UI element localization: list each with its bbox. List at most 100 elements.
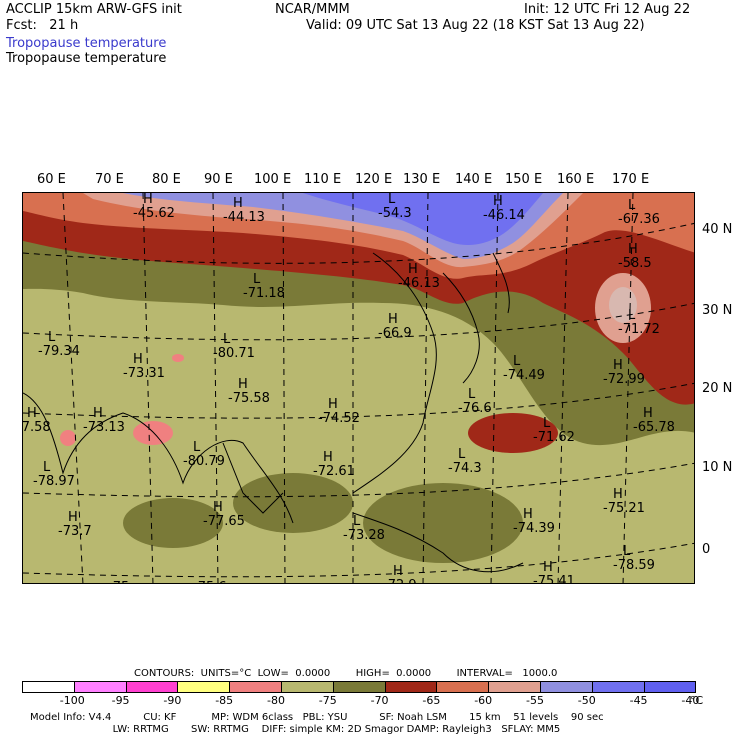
longitude-label: 170 E: [612, 172, 650, 187]
model-info-line2: LW: RRTMG SW: RRTMG DIFF: simple KM: 2D …: [30, 724, 561, 735]
colorbar-swatch: [125, 681, 179, 693]
extremum-value: -76.6: [458, 401, 492, 416]
longitude-label: 100 E: [254, 172, 292, 187]
longitude-label: 150 E: [505, 172, 543, 187]
high-marker: H: [213, 500, 223, 515]
extremum-value: -71.62: [533, 430, 575, 445]
low-marker: L: [43, 460, 51, 475]
high-marker: H: [628, 242, 638, 257]
low-marker: L: [458, 447, 466, 462]
low-marker: L: [193, 440, 201, 455]
longitude-label: 110 E: [304, 172, 342, 187]
longitude-label: 80 E: [152, 172, 181, 187]
low-marker: L: [223, 332, 231, 347]
extremum-value: -71.18: [243, 286, 285, 301]
longitude-label: 160 E: [557, 172, 595, 187]
extremum-value: -74.49: [503, 368, 545, 383]
colorbar-tick: -100: [59, 694, 85, 707]
colorbar-tick: -85: [215, 694, 234, 707]
colorbar-tick: -50: [577, 694, 596, 707]
extremum-value: -65.78: [633, 420, 675, 435]
band-olive-south1: [233, 473, 353, 533]
low-marker: L: [48, 330, 56, 345]
longitude-label: 70 E: [95, 172, 124, 187]
extremum-value: -67.36: [618, 212, 660, 227]
colorbar-swatch: [229, 681, 282, 693]
colorbar-swatch: [281, 681, 334, 693]
colorbar-swatch: [22, 681, 75, 693]
latitude-label: 0: [702, 542, 711, 557]
extremum-value: -75.58: [228, 391, 270, 406]
colorbar-swatch: [177, 681, 231, 693]
extremum-value: -7.58: [22, 420, 51, 435]
colorbar-tick: -90: [163, 694, 182, 707]
map-panel: H -45.62 H -44.13 L -54.3 H -46.14 L -67.36 H -58.5…: [22, 192, 695, 584]
longitude-label: 120 E: [355, 172, 393, 187]
low-marker: L: [253, 272, 261, 287]
field-title: Tropopause temperature: [6, 51, 167, 66]
colorbar-tick: -75: [318, 694, 337, 707]
low-marker: L: [388, 192, 396, 207]
extremum-value: -73.28: [343, 528, 385, 543]
low-marker: L: [468, 387, 476, 402]
band-olive-south3: [123, 498, 223, 548]
extremum-value: -45.62: [133, 206, 175, 221]
high-marker: H: [613, 487, 623, 502]
high-marker: H: [493, 194, 503, 209]
colorbar-tick: -45: [629, 694, 648, 707]
high-marker: H: [238, 377, 248, 392]
colorbar-tick: -70: [370, 694, 389, 707]
longitude-label: 140 E: [455, 172, 493, 187]
high-marker: H: [643, 406, 653, 421]
map-fill: [23, 193, 694, 583]
high-marker: H: [27, 406, 37, 421]
high-marker: H: [323, 450, 333, 465]
colorbar-swatch: [332, 681, 386, 693]
forecast-hour: Fcst: 21 h: [6, 18, 79, 33]
colorbar-swatch: [591, 681, 645, 693]
extremum-value: -80.79: [183, 454, 225, 469]
extremum-value: -73.7: [58, 524, 92, 539]
extremum-value: -78.97: [33, 474, 75, 489]
extremum-value: -71.72: [618, 322, 660, 337]
high-marker: H: [408, 262, 418, 277]
colorbar-tick: -60: [474, 694, 493, 707]
latitude-label: 10 N: [702, 460, 733, 475]
band-red-south: [468, 413, 558, 453]
extremum-value: -75.6: [193, 581, 227, 583]
extremum-value: -58.5: [618, 256, 652, 271]
colorbar-swatch: [73, 681, 127, 693]
colorbar-tick: -55: [526, 694, 544, 707]
extremum-value: -54.3: [378, 206, 412, 221]
colorbar-swatch: [384, 681, 438, 693]
low-marker: L: [353, 514, 361, 529]
contours-info: CONTOURS: UNITS=°C LOW= 0.0000 HIGH= 0.0…: [134, 668, 558, 679]
colorbar-tick: -40: [681, 694, 700, 707]
high-marker: H: [523, 507, 533, 522]
band-pink-spot2: [60, 430, 76, 446]
extremum-value: -73.13: [83, 420, 125, 435]
latitude-label: 40 N: [702, 222, 733, 237]
high-marker: H: [328, 397, 338, 412]
high-marker: H: [93, 406, 103, 421]
longitude-label: 60 E: [37, 172, 66, 187]
high-marker: H: [68, 510, 78, 525]
valid-time: Valid: 09 UTC Sat 13 Aug 22 (18 KST Sat …: [306, 18, 645, 33]
extremum-value: -72.99: [603, 372, 645, 387]
extremum-value: -75.21: [603, 501, 645, 516]
longitude-label: 130 E: [403, 172, 441, 187]
extremum-value: -74.3: [448, 461, 482, 476]
band-olive-south2: [363, 483, 523, 563]
extremum-value: -78.59: [613, 558, 655, 573]
extremum-value: -46.14: [483, 208, 525, 223]
colorbar-tick: -65: [422, 694, 441, 707]
extremum-value: -44.13: [223, 210, 265, 225]
colorbar-unit: °C: [690, 694, 704, 707]
high-marker: H: [393, 564, 403, 579]
colorbar-tick: -95: [111, 694, 130, 707]
extremum-value: -75: [108, 581, 129, 583]
model-title: ACCLIP 15km ARW-GFS init: [6, 2, 182, 17]
extremum-value: -73.31: [123, 366, 165, 381]
extremum-value: -74.52: [318, 411, 360, 426]
extremum-value: -75.41: [533, 574, 575, 584]
